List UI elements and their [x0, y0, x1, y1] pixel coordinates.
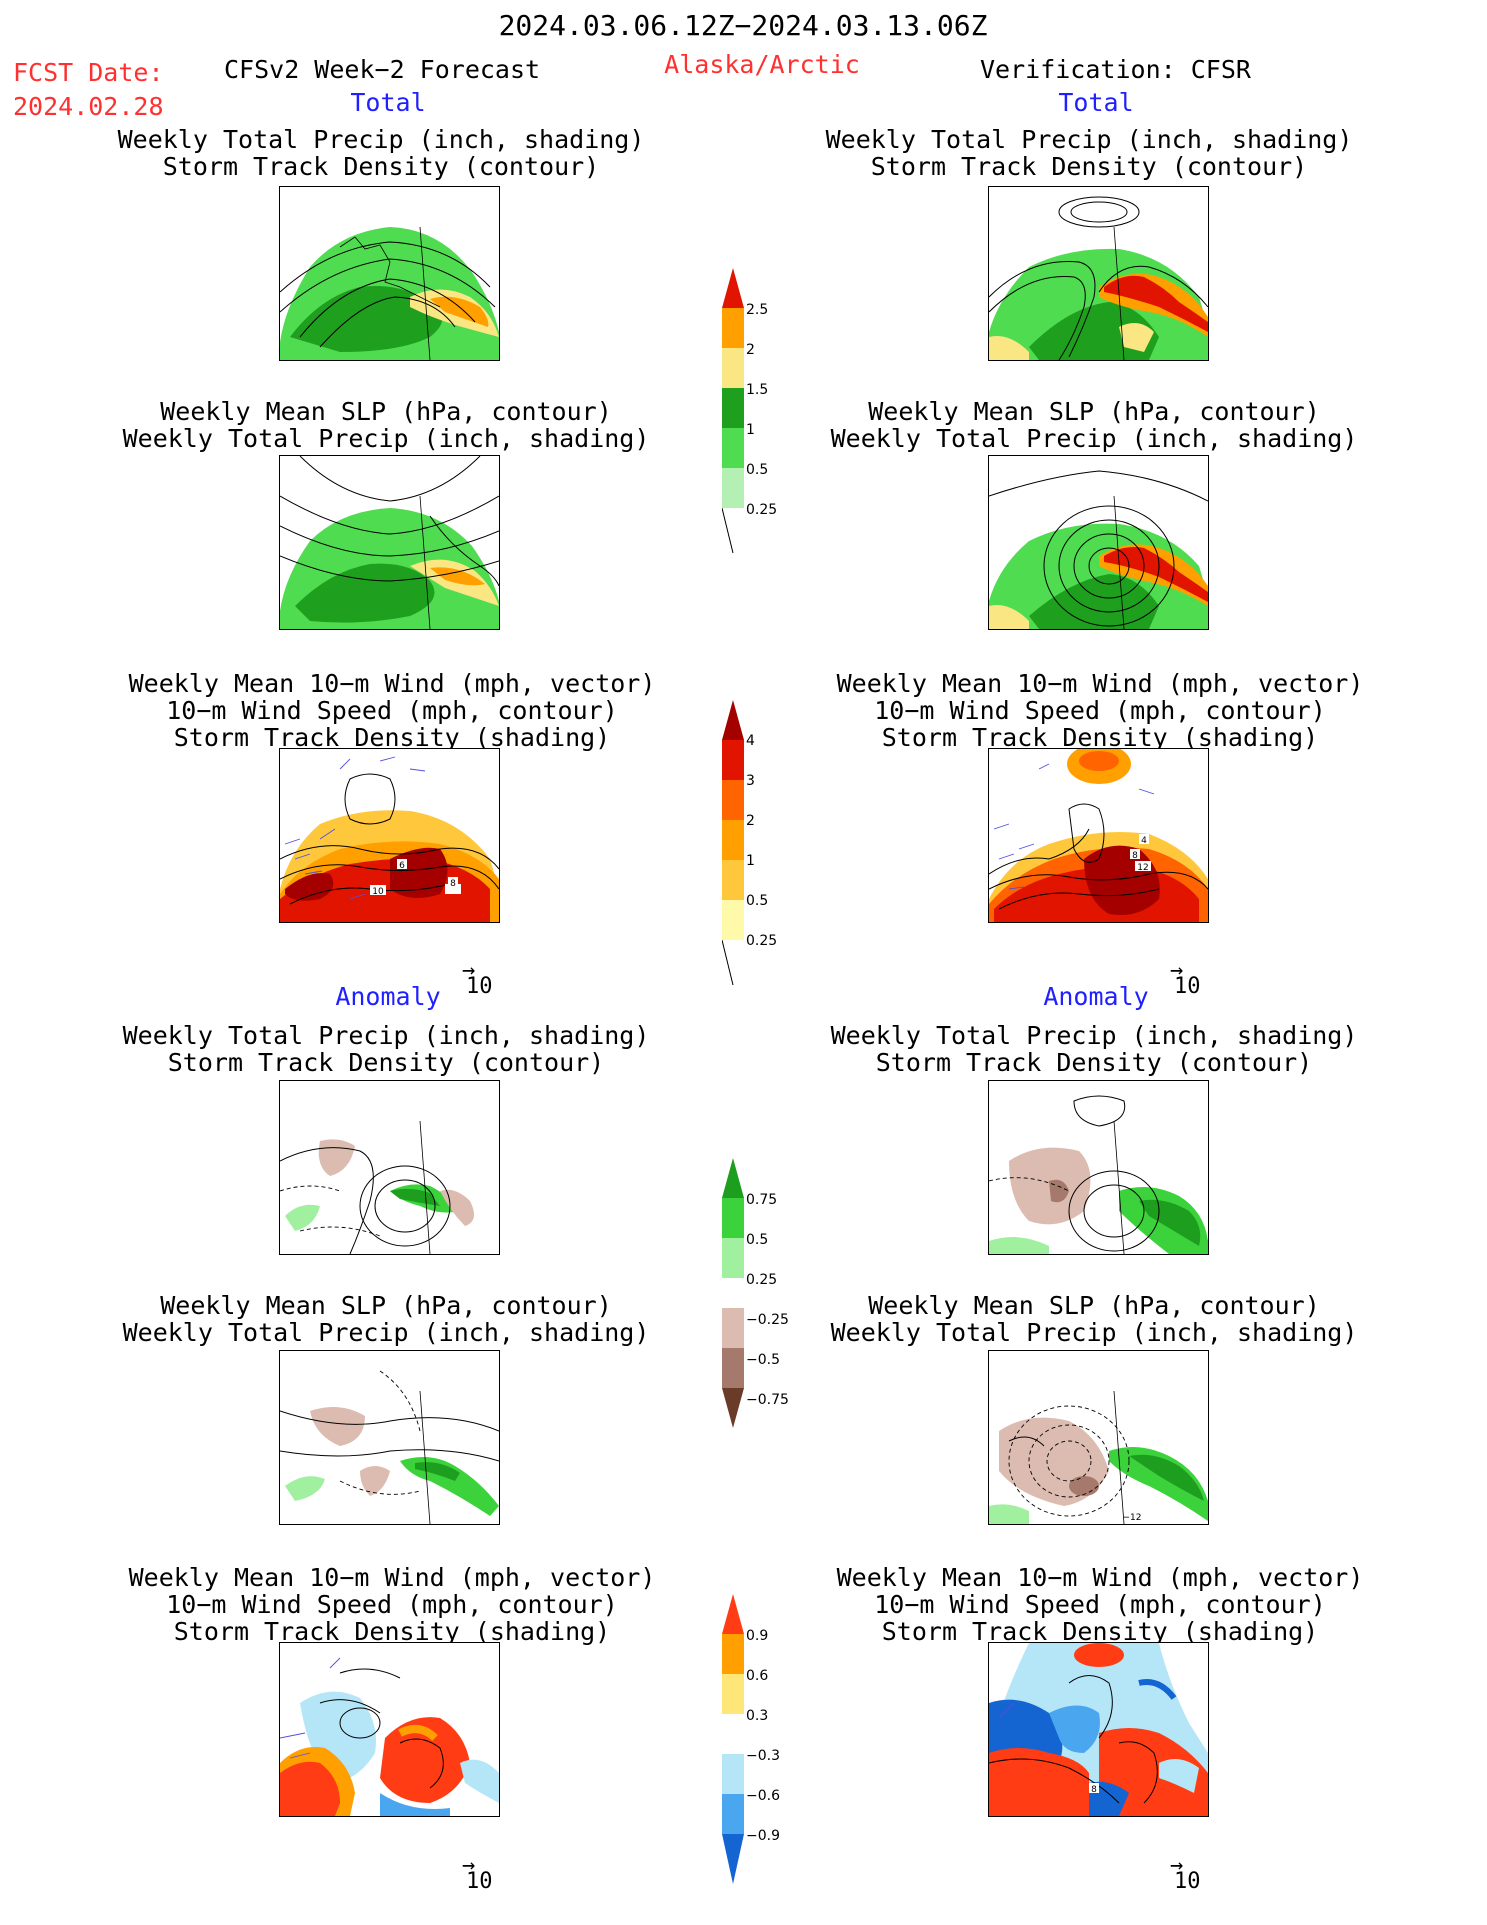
model-title: CFSv2 Week−2 Forecast	[224, 55, 541, 84]
precip-tick-2: 2	[746, 342, 755, 358]
contour-label-neg-12: −12	[1123, 1513, 1142, 1523]
colorbar-precip-anom	[722, 1158, 744, 1432]
region-title: Alaska/Arctic	[664, 50, 860, 79]
contour-label-6: 6	[399, 861, 405, 871]
precip-anom-tick-0-75: 0.75	[746, 1192, 778, 1208]
colorbar-track-total	[721, 700, 744, 994]
track-tick-1: 1	[746, 853, 755, 869]
map-wind-track-fcst: 6 8 10	[279, 748, 500, 923]
panel-title-precip-anom-fcst: Weekly Total Precip (inch, shading) Storm…	[122, 1021, 650, 1077]
vector-ref-arrow-icon: →	[462, 1853, 476, 1878]
vector-ref-label: 10	[466, 1869, 493, 1894]
fcst-date-value: 2024.02.28	[13, 92, 164, 121]
precip-tick-2-5: 2.5	[746, 302, 769, 318]
vector-ref-arrow-icon: →	[462, 958, 476, 983]
track-tick-3: 3	[746, 773, 755, 789]
precip-tick-0-5: 0.5	[746, 462, 769, 478]
map-slp-precip-fcst	[279, 455, 500, 630]
map-wind-anom-obs: 8	[988, 1642, 1209, 1817]
colorbar-track-anom	[722, 1594, 744, 1888]
precip-anom-tick-neg-0-25: −0.25	[746, 1312, 789, 1328]
vector-ref-arrow-icon: →	[1170, 958, 1184, 983]
map-wind-anom-fcst	[279, 1642, 500, 1817]
track-tick-4: 4	[746, 733, 755, 749]
vector-ref-label: 10	[466, 974, 493, 999]
contour-label-8: 8	[1091, 1785, 1097, 1795]
panel-title-precip-obs: Weekly Total Precip (inch, shading) Storm…	[825, 125, 1353, 181]
precip-tick-1-5: 1.5	[746, 382, 769, 398]
map-slp-anom-fcst	[279, 1350, 500, 1525]
track-anom-tick-0-6: 0.6	[746, 1668, 769, 1684]
track-tick-2: 2	[746, 813, 755, 829]
precip-anom-tick-0-25: 0.25	[746, 1272, 778, 1288]
map-precip-track-obs	[988, 186, 1209, 361]
section-anomaly-left: Anomaly	[335, 982, 441, 1011]
panel-title-wind-fcst: Weekly Mean 10−m Wind (mph, vector) 10−m …	[128, 669, 656, 752]
precip-tick-1: 1	[746, 422, 755, 438]
panel-title-precip-fcst: Weekly Total Precip (inch, shading) Storm…	[117, 125, 645, 181]
vector-ref-label: 10	[1174, 1869, 1201, 1894]
panel-title-wind-obs: Weekly Mean 10−m Wind (mph, vector) 10−m …	[836, 669, 1364, 752]
track-anom-tick-neg-0-9: −0.9	[746, 1828, 780, 1844]
panel-title-wind-anom-fcst: Weekly Mean 10−m Wind (mph, vector) 10−m …	[128, 1563, 656, 1646]
fcst-date-label: FCST Date:	[13, 58, 164, 87]
precip-anom-tick-neg-0-75: −0.75	[746, 1392, 789, 1408]
track-anom-tick-0-3: 0.3	[746, 1708, 769, 1724]
precip-anom-tick-neg-0-5: −0.5	[746, 1352, 780, 1368]
precip-anom-tick-0-5: 0.5	[746, 1232, 769, 1248]
vector-ref-arrow-icon: →	[1170, 1853, 1184, 1878]
map-slp-anom-obs: −12	[988, 1350, 1209, 1525]
track-anom-tick-0-9: 0.9	[746, 1628, 769, 1644]
contour-label-8: 8	[450, 879, 456, 889]
panel-title-slp-anom-obs: Weekly Mean SLP (hPa, contour) Weekly Tot…	[830, 1291, 1358, 1347]
map-precip-anom-obs	[988, 1080, 1209, 1255]
track-tick-0-25: 0.25	[746, 933, 778, 949]
contour-label-8: 8	[1132, 851, 1138, 861]
vector-ref-label: 10	[1174, 974, 1201, 999]
panel-title-slp-fcst: Weekly Mean SLP (hPa, contour) Weekly Tot…	[122, 397, 650, 453]
section-anomaly-right: Anomaly	[1043, 982, 1149, 1011]
contour-label-4: 4	[1141, 836, 1147, 846]
verification-title: Verification: CFSR	[980, 55, 1251, 84]
section-total-right: Total	[1058, 88, 1134, 117]
precip-tick-0-25: 0.25	[746, 502, 778, 518]
contour-label-12: 12	[1137, 863, 1148, 873]
section-total-left: Total	[350, 88, 426, 117]
date-range-title: 2024.03.06.12Z−2024.03.13.06Z	[498, 9, 988, 42]
map-precip-anom-fcst	[279, 1080, 500, 1255]
map-precip-track-fcst	[279, 186, 500, 361]
panel-title-slp-obs: Weekly Mean SLP (hPa, contour) Weekly Tot…	[830, 397, 1358, 453]
panel-title-slp-anom-fcst: Weekly Mean SLP (hPa, contour) Weekly Tot…	[122, 1291, 650, 1347]
map-wind-track-obs: 4 8 12	[988, 748, 1209, 923]
track-tick-0-5: 0.5	[746, 893, 769, 909]
panel-title-wind-anom-obs: Weekly Mean 10−m Wind (mph, vector) 10−m …	[836, 1563, 1364, 1646]
panel-title-precip-anom-obs: Weekly Total Precip (inch, shading) Storm…	[830, 1021, 1358, 1077]
track-anom-tick-neg-0-3: −0.3	[746, 1748, 780, 1764]
map-slp-precip-obs	[988, 455, 1209, 630]
track-anom-tick-neg-0-6: −0.6	[746, 1788, 780, 1804]
contour-label-10: 10	[372, 887, 384, 897]
colorbar-precip-total	[721, 268, 744, 562]
